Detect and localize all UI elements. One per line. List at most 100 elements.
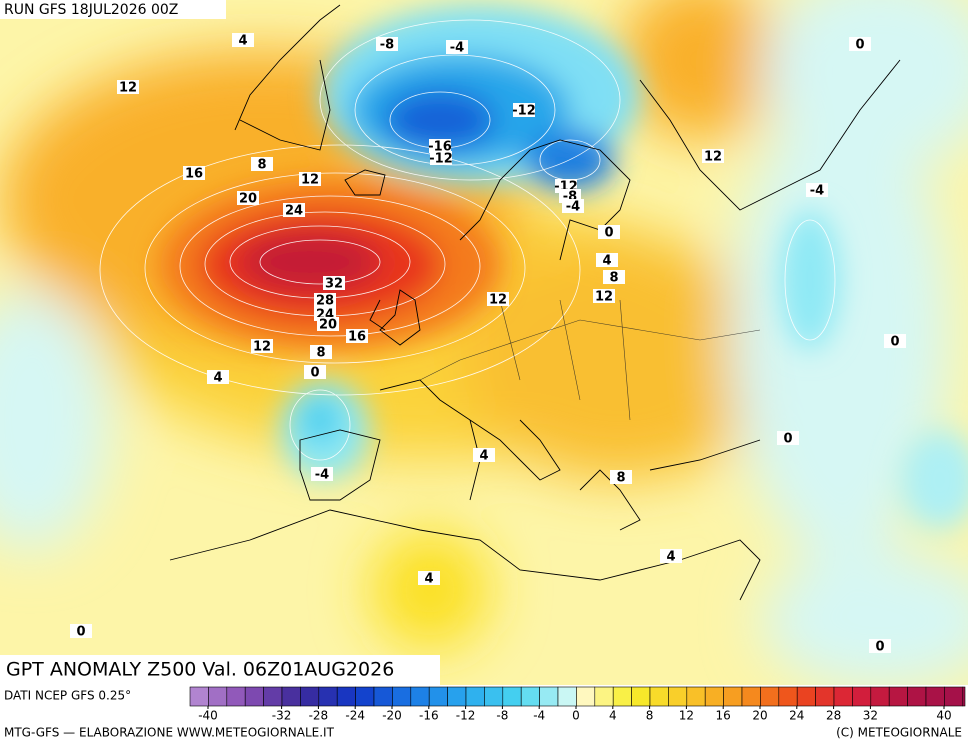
coastlines: [169, 4, 901, 601]
contour-label-bg: [183, 166, 205, 180]
colorbar-tick-label: 32: [863, 709, 878, 723]
title-box: [0, 655, 440, 685]
contour-label-bg: [251, 339, 273, 353]
contour-label: 12: [704, 150, 722, 165]
colorbar-box: [318, 686, 338, 707]
colorbar-box: [392, 686, 412, 707]
colorbar-tick-label: -4: [533, 709, 545, 723]
colorbar-tick-label: -20: [382, 709, 402, 723]
colorbar-tick-label: 0: [572, 709, 580, 723]
run-label: RUN GFS 18JUL2026 00Z: [4, 2, 178, 18]
footer-left: MTG-GFS — ELABORAZIONE WWW.METEOGIORNALE…: [4, 726, 335, 740]
colorbar-box: [244, 686, 264, 707]
contour-label: 20: [319, 318, 337, 333]
colorbar-box: [336, 686, 356, 707]
contour-label: 12: [253, 340, 271, 355]
colorbar-tick-label: -40: [198, 709, 218, 723]
colorbar-box: [189, 686, 209, 707]
colorbar-tick-label: 40: [936, 709, 951, 723]
contour-label: 0: [855, 38, 864, 53]
colorbar-box: [760, 686, 780, 707]
contour-label-bg: [473, 448, 495, 462]
colorbar-box: [833, 686, 853, 707]
colorbar-box: [778, 686, 798, 707]
contour-label: 16: [348, 330, 366, 345]
colorbar-box: [741, 686, 761, 707]
map-field: [0, 0, 968, 685]
contour-label-bg: [562, 199, 584, 213]
contour-label: 32: [325, 277, 343, 292]
contour-label-bg: [314, 293, 336, 307]
contour-label-bg: [310, 345, 332, 359]
contour-label-bg: [323, 276, 345, 290]
contour-label: 4: [424, 572, 433, 587]
contour-label: 12: [301, 173, 319, 188]
contour-label-bg: [487, 292, 509, 306]
source-label: DATI NCEP GFS 0.25°: [4, 689, 131, 703]
colorbar-box: [355, 686, 375, 707]
contour-label-bg: [299, 172, 321, 186]
colorbar-box: [502, 686, 522, 707]
colorbar-box: [447, 686, 467, 707]
colorbar-box: [484, 686, 504, 707]
contour-label: 0: [76, 625, 85, 640]
colorbar-box: [208, 686, 228, 707]
colorbar-tick-label: 20: [752, 709, 767, 723]
contour-label-bg: [251, 157, 273, 171]
map-title: GPT ANOMALY Z500 Val. 06Z01AUG2026: [6, 659, 394, 681]
colorbar-box: [888, 686, 908, 707]
colorbar-box: [723, 686, 743, 707]
colorbar-box: [796, 686, 816, 707]
colorbar-box: [870, 686, 890, 707]
contour-label-bg: [884, 334, 906, 348]
contour-label-bg: [429, 139, 451, 153]
colorbar-box: [281, 686, 301, 707]
contour-label: 12: [119, 81, 137, 96]
contour-label-bg: [418, 571, 440, 585]
contour-label: 16: [185, 167, 203, 182]
colorbar-box: [539, 686, 559, 707]
contour-label: 4: [666, 550, 675, 565]
colorbar-tick-label: -16: [419, 709, 439, 723]
colorbar-tick-label: -32: [272, 709, 292, 723]
contour-label-bg: [596, 253, 618, 267]
colorbar-box: [925, 686, 945, 707]
contour-label: 8: [316, 346, 325, 361]
contour-label: 8: [616, 471, 625, 486]
header-box: [0, 0, 226, 19]
contour-label-bg: [70, 624, 92, 638]
contour-label-bg: [702, 149, 724, 163]
contour-label-bg: [610, 470, 632, 484]
contour-label-bg: [232, 33, 254, 47]
colorbar-box: [576, 686, 596, 707]
contour-label-bg: [849, 37, 871, 51]
contour-label: 20: [239, 192, 257, 207]
contour-label: -16: [428, 140, 452, 155]
colorbar-tick-label: 4: [609, 709, 617, 723]
contour-label: 4: [602, 254, 611, 269]
contour-label-bg: [777, 431, 799, 445]
contour-label: -12: [512, 104, 536, 119]
colorbar-box: [686, 686, 706, 707]
contour-label: -8: [380, 38, 394, 53]
contour-label-bg: [513, 103, 535, 117]
colorbar-box: [520, 686, 540, 707]
contour-label: 0: [310, 366, 319, 381]
contour-label-bg: [593, 289, 615, 303]
colorbar-box: [428, 686, 448, 707]
contour-label-bg: [317, 317, 339, 331]
colorbar-tick-label: 8: [646, 709, 654, 723]
footer-right: (C) METEOGIORNALE: [836, 726, 962, 740]
colorbar-tick-label: -24: [345, 709, 365, 723]
contour-label-bg: [376, 37, 398, 51]
contour-label-bg: [430, 151, 452, 165]
contour-label-bg: [446, 40, 468, 54]
colorbar-box: [612, 686, 632, 707]
colorbar-box: [944, 686, 964, 707]
contour-label-bg: [346, 329, 368, 343]
contour-label: -4: [810, 184, 824, 199]
contour-label: 4: [479, 449, 488, 464]
contour-label-bg: [207, 370, 229, 384]
